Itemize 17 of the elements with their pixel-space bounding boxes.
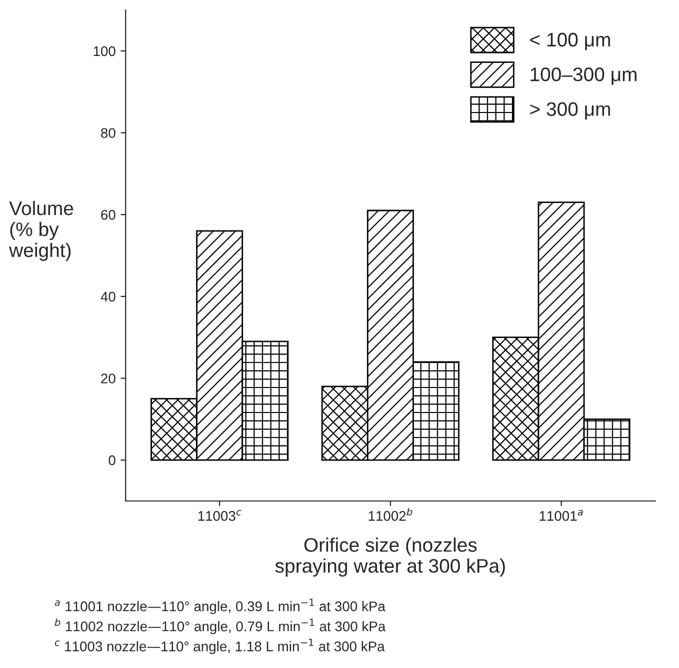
x-tick-label: 11002$^{b}$ [368, 508, 412, 521]
y-tick-label: 60 [101, 210, 116, 220]
legend-label: > 300 μm [530, 102, 610, 120]
text: $^{b}$ 11002 nozzle—110° angle, 0.79 L min$^{−1}$ at 300 kPa [54, 618, 386, 634]
legend-label: 100–300 μm [530, 68, 636, 85]
y-axis-title: Volume (% by weight) [9, 200, 74, 261]
y-tick-label: 40 [100, 292, 116, 302]
x-axis-title: Orifice size (nozzles spraying water at 300 kPa) [275, 538, 505, 577]
x-tick-label: 11003$^{c}$ [198, 510, 242, 521]
text: $^{a}$ 11001 nozzle—110° angle, 0.39 L min$^{−1}$ at 300 kPa [54, 598, 386, 614]
y-tick-label: 80 [101, 128, 116, 138]
legend-label: < 100 μm [530, 32, 610, 50]
text: $^{c}$ 11003 nozzle—110° angle, 1.18 L min$^{−1}$ at 300 kPa [54, 638, 385, 654]
y-tick-label: 0 [108, 455, 116, 466]
y-tick-label: 20 [101, 374, 116, 384]
y-tick-label: 100 [94, 46, 116, 56]
x-tick-label: 11001$^{a}$ [540, 510, 583, 521]
